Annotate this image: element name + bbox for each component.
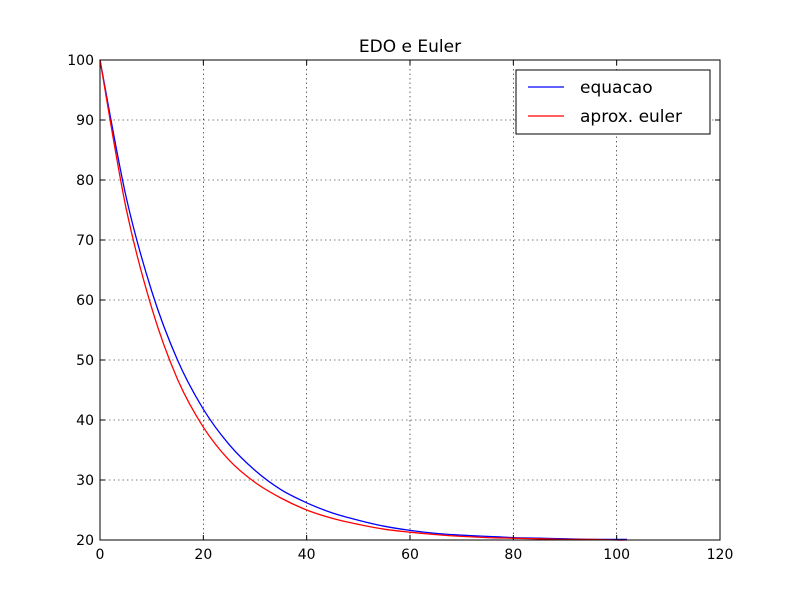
x-tick-label: 100: [603, 547, 630, 563]
y-tick-label: 40: [76, 413, 94, 429]
y-tick-label: 80: [76, 173, 94, 189]
x-tick-label: 60: [401, 547, 419, 563]
x-tick-label: 0: [96, 547, 105, 563]
chart-title: EDO e Euler: [359, 37, 461, 57]
y-tick-label: 90: [76, 113, 94, 129]
y-tick-label: 70: [76, 233, 94, 249]
y-tick-label: 30: [76, 473, 94, 489]
x-tick-label: 80: [504, 547, 522, 563]
legend: equacao aprox. euler: [515, 69, 711, 135]
legend-label-1: aprox. euler: [580, 107, 682, 127]
y-tick-label: 20: [76, 533, 94, 549]
x-tick-label: 120: [707, 547, 734, 563]
legend-label-0: equacao: [580, 78, 653, 98]
plot-series: [99, 59, 628, 541]
y-tick-label: 60: [76, 293, 94, 309]
series-line-1: [99, 59, 628, 541]
x-tick-label: 20: [194, 547, 212, 563]
y-tick-label: 50: [76, 353, 94, 369]
x-tick-label: 40: [298, 547, 316, 563]
y-tick-label: 100: [67, 53, 94, 69]
grid: [100, 60, 720, 540]
legend-box: [515, 69, 711, 135]
